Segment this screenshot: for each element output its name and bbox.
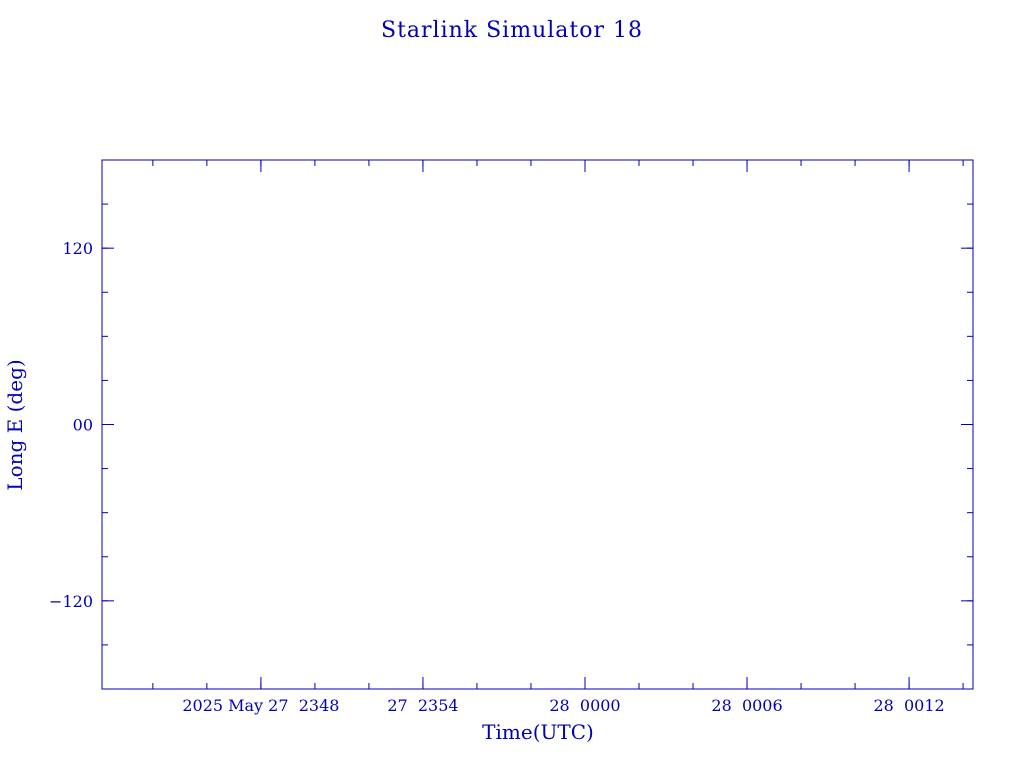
y-tick-label: 00 bbox=[73, 416, 93, 435]
plot-frame bbox=[101, 159, 974, 690]
x-tick-label: 28 0000 bbox=[549, 696, 620, 715]
chart-title: Starlink Simulator 18 bbox=[381, 18, 643, 43]
y-tick-label: 120 bbox=[62, 239, 93, 258]
y-axis-label: Long E (deg) bbox=[3, 359, 27, 490]
x-tick-label: 2025 May 27 2348 bbox=[182, 696, 339, 715]
y-tick-label: −120 bbox=[49, 592, 93, 611]
x-tick-label: 27 2354 bbox=[387, 696, 458, 715]
x-tick-label: 28 0012 bbox=[873, 696, 944, 715]
x-axis-label: Time(UTC) bbox=[482, 720, 594, 744]
x-tick-label: 28 0006 bbox=[711, 696, 782, 715]
